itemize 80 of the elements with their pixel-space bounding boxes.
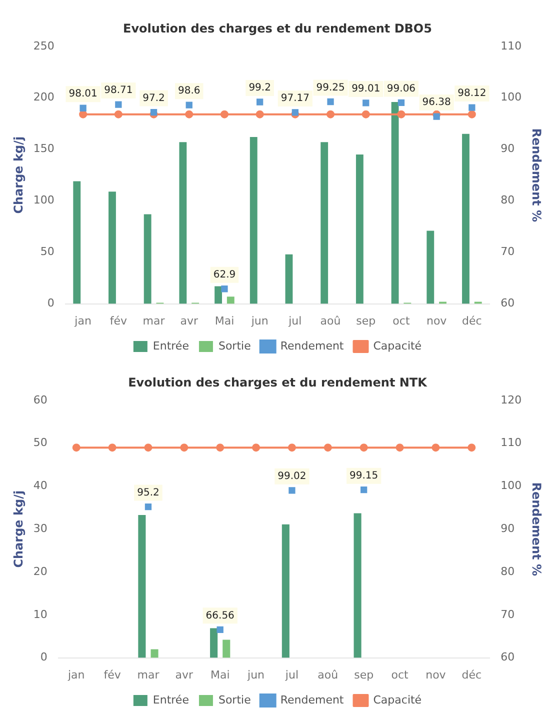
x-tick-label: aoû [318, 668, 338, 682]
x-tick-label: fév [110, 314, 128, 328]
chart-title: Evolution des charges et du rendement NTK [128, 375, 428, 390]
data-label: 99.2 [248, 82, 271, 94]
y-tick-label: 20 [33, 564, 48, 578]
data-label: 99.02 [278, 471, 306, 482]
data-label: 99.25 [316, 82, 345, 94]
y-tick-label: 200 [33, 90, 54, 104]
data-label: 98.6 [178, 86, 200, 97]
y-tick-label: 50 [40, 245, 54, 258]
x-tick-label: jun [250, 314, 268, 328]
data-label: 62.9 [213, 269, 236, 280]
legend-label: Rendement [280, 693, 344, 706]
data-label: 98.01 [68, 88, 98, 100]
y-tick-label: 30 [33, 522, 48, 535]
y2-tick-label: 120 [500, 393, 522, 406]
x-tick-label: fév [104, 668, 122, 682]
y2-axis-title: Rendement % [530, 128, 544, 222]
y-tick-label: 50 [33, 436, 48, 450]
data-label: 66.56 [206, 610, 234, 622]
y-tick-label: 0 [47, 296, 54, 310]
data-label: 98.71 [104, 85, 133, 96]
x-tick-label: sep [356, 314, 376, 328]
y-tick-label: 60 [33, 393, 48, 406]
x-tick-label: jan [66, 668, 85, 682]
y2-tick-label: 70 [500, 245, 515, 258]
y2-tick-label: 110 [500, 39, 522, 52]
x-tick-label: mar [142, 314, 166, 328]
x-tick-label: jul [284, 668, 299, 682]
y-axis-title: Charge kg/j [11, 136, 26, 214]
y2-tick-label: 60 [500, 650, 515, 664]
y2-tick-label: 60 [500, 296, 515, 310]
y-axis-title: Charge kg/j [11, 490, 26, 568]
y2-tick-label: 90 [500, 522, 515, 535]
x-tick-label: Mai [210, 668, 230, 682]
y2-tick-label: 110 [500, 436, 522, 450]
y2-tick-label: 80 [500, 564, 515, 578]
x-tick-label: oct [392, 314, 410, 328]
y-tick-label: 250 [33, 39, 54, 52]
data-label: 97.2 [142, 92, 165, 104]
x-tick-label: avr [180, 314, 198, 328]
x-tick-label: sep [354, 668, 374, 682]
data-label: 96.38 [422, 97, 451, 108]
y-tick-label: 150 [33, 142, 54, 156]
y2-tick-label: 100 [500, 90, 522, 104]
x-tick-label: jun [246, 668, 265, 682]
x-tick-label: jul [288, 314, 302, 328]
y-tick-label: 40 [33, 479, 48, 492]
y2-axis-title: Rendement % [530, 482, 544, 576]
y2-tick-label: 80 [500, 194, 515, 207]
data-label: 97.17 [280, 93, 310, 104]
x-tick-label: oct [391, 668, 409, 682]
data-label: 98.12 [458, 88, 486, 100]
x-tick-label: aoû [320, 314, 341, 328]
y-tick-label: 0 [40, 650, 48, 664]
y2-tick-label: 70 [500, 608, 515, 621]
legend-label: Sortie [218, 339, 252, 352]
data-label: 99.15 [350, 470, 378, 482]
y2-tick-label: 90 [500, 142, 515, 156]
data-label: 99.01 [352, 84, 380, 95]
legend-label: Rendement [280, 339, 344, 352]
x-tick-label: nov [426, 668, 446, 682]
data-label: 99.06 [386, 83, 416, 94]
y-tick-label: 10 [33, 608, 48, 621]
x-tick-label: mar [137, 668, 160, 682]
x-tick-label: déc [462, 314, 482, 328]
x-tick-label: jan [74, 314, 92, 328]
x-tick-label: Mai [214, 314, 234, 328]
legend-label: Capacité [373, 339, 422, 352]
legend-label: Sortie [218, 693, 252, 706]
x-tick-label: déc [462, 668, 482, 682]
x-tick-label: nov [426, 314, 448, 328]
x-tick-label: avr [175, 668, 194, 682]
legend-label: Entrée [152, 693, 190, 706]
y2-tick-label: 100 [500, 479, 522, 492]
legend-label: Entrée [152, 339, 190, 352]
y-tick-label: 100 [33, 194, 54, 207]
chart-title: Evolution des charges et du rendement DBO5 [123, 21, 432, 36]
data-label: 95.2 [137, 487, 160, 498]
legend-label: Capacité [373, 693, 422, 706]
